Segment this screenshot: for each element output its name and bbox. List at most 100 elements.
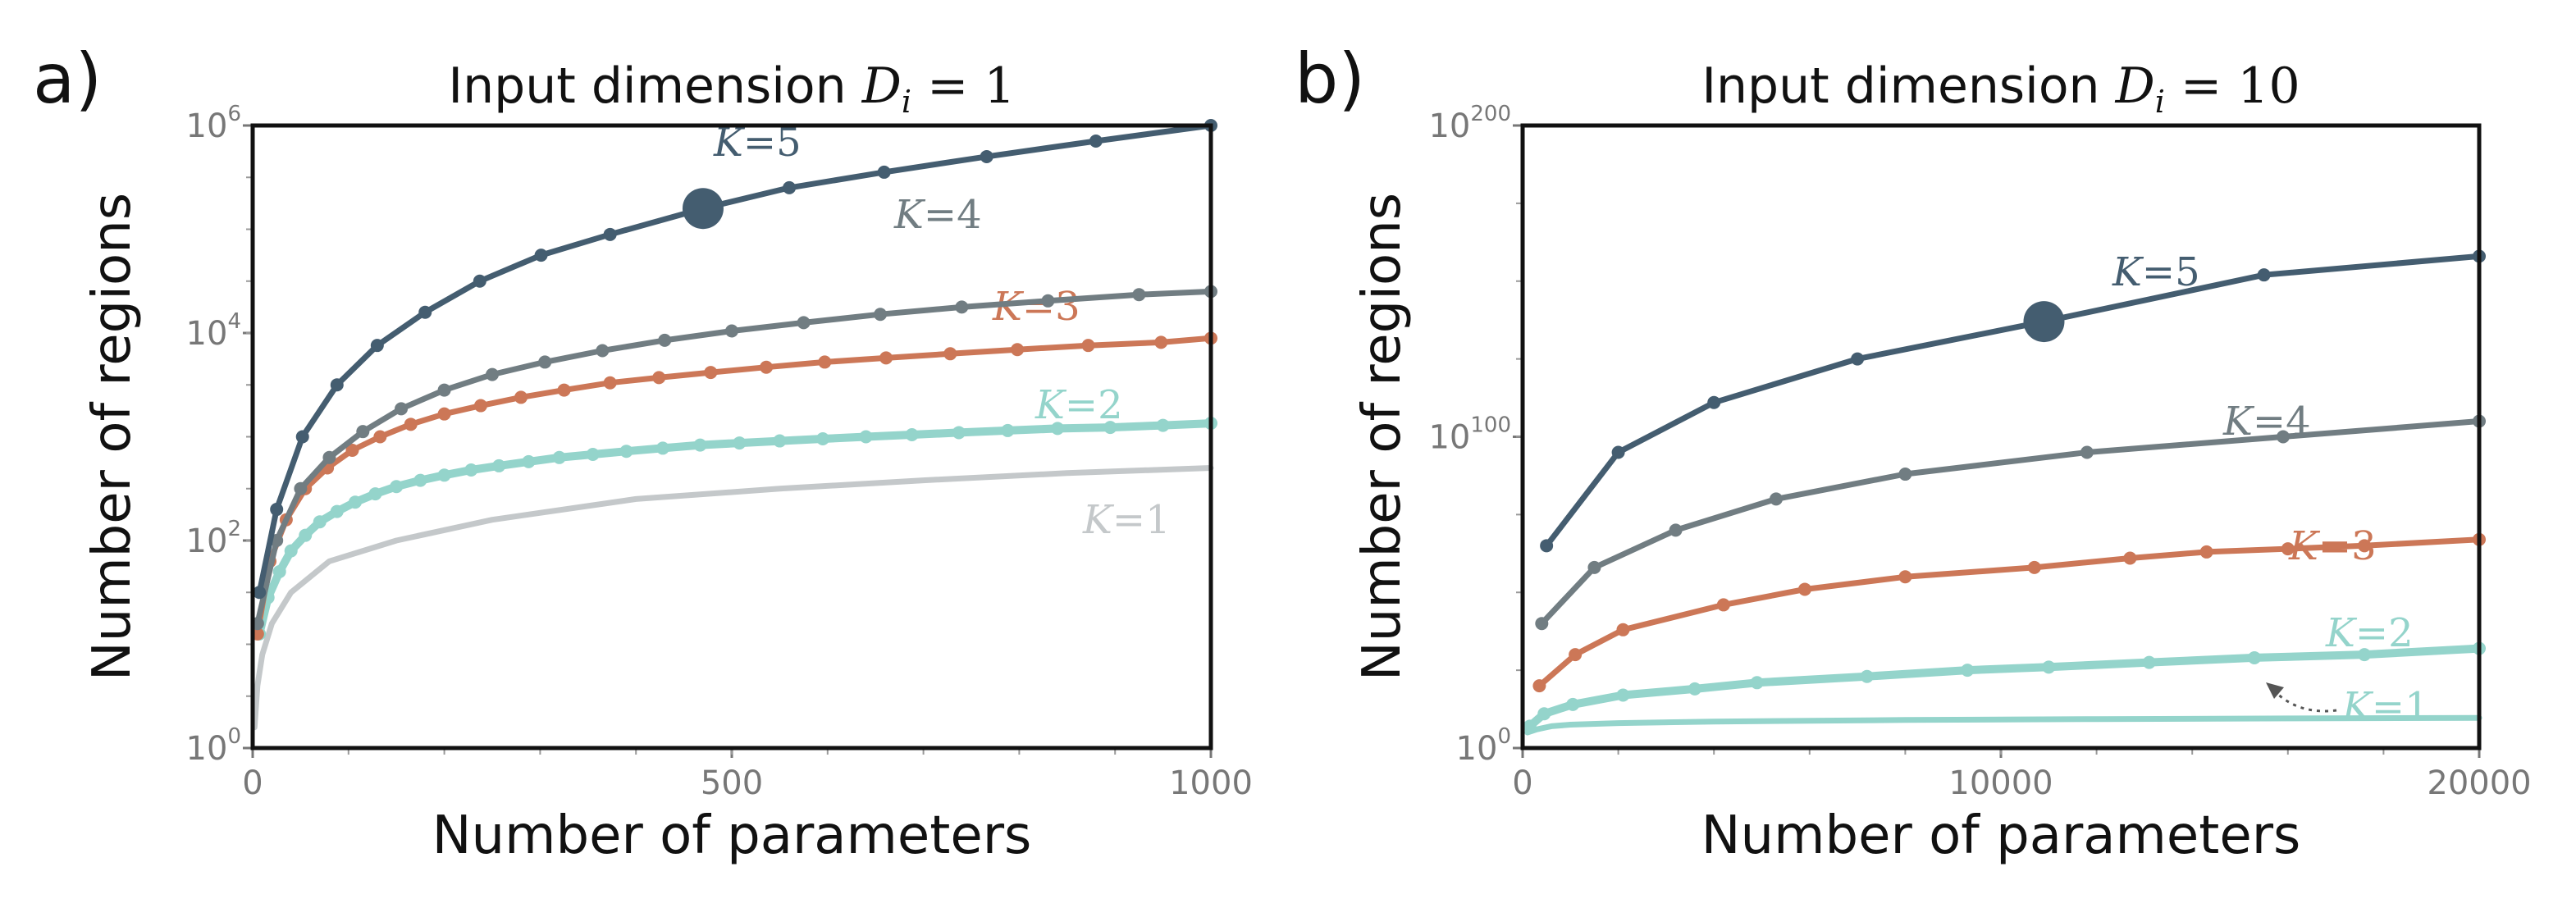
x-tick-label: 20000 bbox=[2427, 764, 2531, 802]
data-point bbox=[1051, 422, 1065, 436]
data-point bbox=[603, 376, 617, 390]
data-point bbox=[603, 227, 617, 241]
data-point bbox=[418, 305, 432, 319]
series-label: K=5 bbox=[2112, 249, 2200, 295]
y-axis-label: Number of regions bbox=[1352, 193, 1413, 681]
y-tick-label: 102 bbox=[186, 517, 241, 560]
series-label: K=2 bbox=[1035, 382, 1123, 428]
series-line-K3 bbox=[1536, 536, 2482, 689]
panel-label: a) bbox=[33, 39, 102, 119]
x-axis-label: Number of parameters bbox=[432, 805, 1032, 866]
data-point bbox=[2276, 430, 2290, 444]
data-point bbox=[345, 443, 359, 457]
series-line-K5 bbox=[1543, 253, 2482, 549]
data-point bbox=[1750, 676, 1764, 690]
data-point bbox=[492, 458, 506, 472]
data-point bbox=[284, 544, 298, 558]
data-point bbox=[2142, 655, 2156, 669]
data-point bbox=[1569, 648, 1583, 662]
plot-frame bbox=[250, 123, 1213, 750]
data-point bbox=[1611, 445, 1625, 459]
data-point bbox=[2281, 542, 2295, 556]
series-label: K=1 bbox=[2341, 684, 2430, 730]
series-line-K1 bbox=[1524, 714, 2482, 736]
highlight-point bbox=[2023, 301, 2065, 343]
series-line-K4 bbox=[1538, 418, 2482, 627]
y-axis-label: Number of regions bbox=[82, 193, 143, 681]
data-point bbox=[943, 347, 957, 361]
data-point bbox=[1156, 418, 1170, 432]
data-point bbox=[1001, 423, 1015, 437]
series-label: K=3 bbox=[2288, 523, 2377, 569]
data-point bbox=[619, 445, 633, 458]
data-point bbox=[404, 417, 418, 431]
data-point bbox=[348, 495, 362, 509]
data-point bbox=[1898, 468, 1912, 481]
data-point bbox=[522, 454, 536, 468]
series-line-K4 bbox=[254, 288, 1214, 627]
data-point bbox=[859, 430, 873, 444]
series-line-K2 bbox=[1525, 644, 2483, 731]
data-point bbox=[557, 383, 571, 397]
data-point bbox=[295, 430, 309, 444]
chart-title: Input dimension Di = 10 bbox=[1701, 57, 2300, 120]
data-point bbox=[2080, 445, 2094, 459]
data-point bbox=[1587, 560, 1601, 574]
annotation-arrow bbox=[2271, 687, 2337, 713]
data-point bbox=[1669, 523, 1683, 537]
data-point bbox=[1081, 339, 1095, 353]
series-label: K=4 bbox=[893, 192, 982, 238]
data-point bbox=[552, 450, 566, 464]
plot-frame bbox=[1520, 123, 2482, 750]
y-tick-label: 10100 bbox=[1428, 413, 1511, 457]
series-line-K2 bbox=[255, 419, 1215, 638]
data-point bbox=[596, 344, 610, 358]
data-point bbox=[2027, 560, 2041, 574]
data-point bbox=[514, 390, 528, 404]
data-point bbox=[2358, 539, 2372, 553]
data-point bbox=[1103, 421, 1117, 435]
data-point bbox=[773, 434, 787, 448]
y-tick-label: 10200 bbox=[1428, 102, 1511, 145]
data-point bbox=[955, 300, 969, 314]
series-label: K=1 bbox=[1082, 497, 1171, 543]
data-point bbox=[652, 371, 666, 385]
series-label: K=4 bbox=[2222, 399, 2311, 445]
data-point bbox=[1532, 679, 1546, 693]
y-tick-label: 100 bbox=[186, 724, 241, 768]
data-point bbox=[437, 383, 451, 397]
x-axis-label: Number of parameters bbox=[1701, 805, 2301, 866]
data-point bbox=[815, 432, 829, 446]
data-point bbox=[272, 564, 286, 578]
x-tick-label: 0 bbox=[242, 764, 263, 802]
data-point bbox=[473, 274, 486, 288]
y-tick-label: 104 bbox=[186, 309, 241, 353]
data-point bbox=[322, 450, 336, 464]
data-point bbox=[1898, 570, 1912, 584]
data-point bbox=[473, 399, 487, 413]
data-point bbox=[655, 441, 669, 455]
data-point bbox=[356, 425, 370, 439]
data-point bbox=[797, 316, 811, 330]
highlight-point bbox=[682, 188, 724, 230]
data-point bbox=[658, 333, 672, 347]
arrow-head bbox=[2266, 682, 2284, 699]
chart-panel-2: b) Input dimension Di = 10 0 10000 20000 100 1… bbox=[1295, 39, 2532, 866]
data-point bbox=[538, 355, 552, 369]
chart-panel-1: a) Input dimension Di = 1 0 500 1000 100 102 10… bbox=[33, 39, 1253, 866]
y-tick-label: 100 bbox=[1456, 724, 1511, 768]
data-point bbox=[270, 503, 284, 517]
data-point bbox=[1041, 294, 1055, 308]
data-point bbox=[1688, 682, 1701, 696]
data-point bbox=[1707, 395, 1721, 409]
data-point bbox=[1535, 617, 1549, 631]
x-tick-label: 500 bbox=[701, 764, 763, 802]
data-point bbox=[1566, 697, 1580, 711]
data-point bbox=[2123, 551, 2137, 565]
data-point bbox=[1540, 539, 1554, 553]
data-point bbox=[1797, 582, 1811, 596]
data-point bbox=[1523, 719, 1537, 733]
data-point bbox=[437, 407, 451, 421]
data-point bbox=[373, 430, 387, 444]
series-line-K5 bbox=[256, 122, 1214, 595]
